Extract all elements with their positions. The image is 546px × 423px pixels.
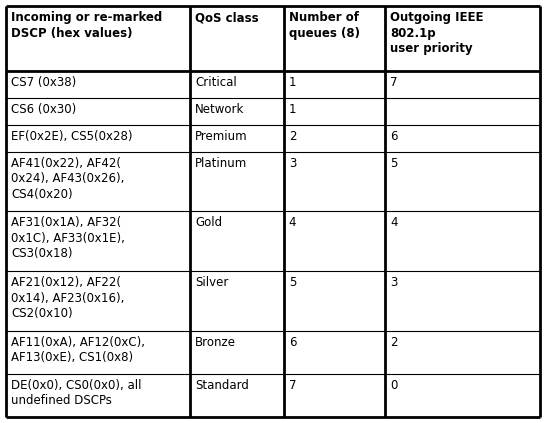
Text: 1: 1 <box>289 76 296 89</box>
Text: 6: 6 <box>289 335 296 349</box>
Text: 4: 4 <box>390 217 397 230</box>
Text: QoS class: QoS class <box>195 11 259 24</box>
Text: 1: 1 <box>289 103 296 116</box>
Text: Platinum: Platinum <box>195 157 247 170</box>
Text: Network: Network <box>195 103 245 116</box>
Text: 6: 6 <box>390 130 397 143</box>
Text: Bronze: Bronze <box>195 335 236 349</box>
Text: Number of
queues (8): Number of queues (8) <box>289 11 360 39</box>
Text: 0: 0 <box>390 379 397 392</box>
Text: 3: 3 <box>390 276 397 289</box>
Text: AF21(0x12), AF22(
0x14), AF23(0x16),
CS2(0x10): AF21(0x12), AF22( 0x14), AF23(0x16), CS2… <box>11 276 124 320</box>
Text: CS6 (0x30): CS6 (0x30) <box>11 103 76 116</box>
Text: 3: 3 <box>289 157 296 170</box>
Text: Critical: Critical <box>195 76 237 89</box>
Text: Silver: Silver <box>195 276 229 289</box>
Text: EF(0x2E), CS5(0x28): EF(0x2E), CS5(0x28) <box>11 130 133 143</box>
Text: 5: 5 <box>289 276 296 289</box>
Text: AF31(0x1A), AF32(
0x1C), AF33(0x1E),
CS3(0x18): AF31(0x1A), AF32( 0x1C), AF33(0x1E), CS3… <box>11 217 125 261</box>
Text: DE(0x0), CS0(0x0), all
undefined DSCPs: DE(0x0), CS0(0x0), all undefined DSCPs <box>11 379 141 407</box>
Text: 2: 2 <box>289 130 296 143</box>
Text: 2: 2 <box>390 335 397 349</box>
Text: Outgoing IEEE
802.1p
user priority: Outgoing IEEE 802.1p user priority <box>390 11 484 55</box>
Text: AF11(0xA), AF12(0xC),
AF13(0xE), CS1(0x8): AF11(0xA), AF12(0xC), AF13(0xE), CS1(0x8… <box>11 335 145 364</box>
Text: 7: 7 <box>390 76 397 89</box>
Text: CS7 (0x38): CS7 (0x38) <box>11 76 76 89</box>
Text: Standard: Standard <box>195 379 249 392</box>
Text: Premium: Premium <box>195 130 248 143</box>
Text: 5: 5 <box>390 157 397 170</box>
Text: 7: 7 <box>289 379 296 392</box>
Text: Incoming or re-marked
DSCP (hex values): Incoming or re-marked DSCP (hex values) <box>11 11 162 39</box>
Text: 4: 4 <box>289 217 296 230</box>
Text: AF41(0x22), AF42(
0x24), AF43(0x26),
CS4(0x20): AF41(0x22), AF42( 0x24), AF43(0x26), CS4… <box>11 157 124 201</box>
Text: Gold: Gold <box>195 217 222 230</box>
